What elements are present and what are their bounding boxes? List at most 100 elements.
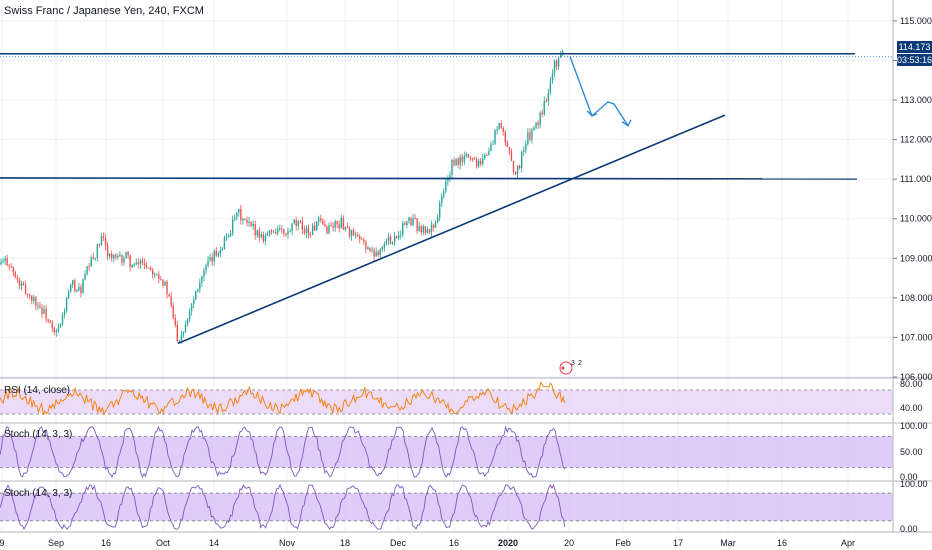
candle-up-body — [108, 253, 111, 257]
candle-up-body — [477, 160, 480, 167]
candle-down-body — [53, 328, 55, 333]
candle-down-body — [480, 160, 482, 165]
candle-up-body — [371, 250, 373, 252]
event-dot — [561, 366, 565, 370]
candle-up-body — [252, 223, 254, 227]
candle-up-body — [445, 181, 447, 192]
candle-up-body — [293, 219, 295, 224]
y-tick-label: 112.000 — [900, 135, 932, 145]
candle-down-body — [49, 320, 51, 323]
candle-down-body — [215, 250, 217, 256]
candle-down-body — [158, 274, 160, 279]
candle-down-body — [104, 237, 107, 246]
candle-up-body — [221, 248, 224, 251]
candle-down-body — [416, 218, 418, 232]
candle-up-body — [63, 310, 66, 315]
candle-down-body — [149, 267, 152, 270]
candle-up-body — [190, 303, 193, 312]
candle-down-body — [514, 171, 517, 175]
candle-down-body — [152, 269, 154, 275]
candle-down-body — [500, 123, 502, 128]
event-marker-icon — [559, 361, 573, 375]
pane-y-tick-label: 50.00 — [900, 447, 923, 457]
candle-up-body — [231, 219, 234, 234]
candle-down-body — [361, 238, 363, 240]
candle-down-body — [322, 220, 324, 225]
candle-up-body — [459, 157, 461, 165]
candle-down-body — [518, 165, 521, 169]
candle-up-body — [494, 130, 496, 144]
candle-down-body — [506, 142, 509, 148]
candle-down-body — [115, 255, 117, 258]
candle-up-body — [523, 150, 525, 152]
candle-up-body — [525, 144, 527, 151]
candle-down-body — [240, 208, 242, 221]
candle-down-body — [262, 234, 265, 242]
candle-up-body — [43, 308, 45, 314]
candle-down-body — [365, 242, 367, 250]
candle-up-body — [439, 202, 441, 218]
candle-up-body — [492, 143, 494, 145]
candle-up-body — [426, 229, 429, 233]
candle-up-body — [37, 305, 39, 307]
candle-up-body — [55, 330, 58, 333]
candle-down-body — [424, 226, 427, 233]
candle-up-body — [182, 332, 185, 336]
pane-band — [0, 493, 893, 521]
candle-up-body — [96, 244, 99, 259]
candle-up-body — [225, 236, 228, 238]
candle-up-body — [59, 324, 62, 328]
candle-down-body — [14, 272, 17, 278]
candle-up-body — [287, 231, 289, 235]
y-tick-label: 106.000 — [900, 372, 932, 382]
candle-up-body — [328, 225, 330, 234]
candle-up-body — [311, 225, 314, 235]
candle-down-body — [74, 280, 76, 292]
candle-down-body — [346, 226, 349, 228]
candle-up-body — [184, 324, 187, 333]
candle-down-body — [410, 217, 412, 226]
candle-down-body — [342, 217, 345, 230]
candle-up-body — [219, 250, 222, 254]
x-tick-label: 2020 — [498, 538, 518, 548]
oscillator-line — [0, 425, 566, 479]
candle-down-body — [307, 227, 310, 235]
candle-up-body — [318, 218, 320, 222]
candle-down-body — [309, 234, 312, 236]
candle-down-body — [92, 257, 94, 259]
candle-down-body — [176, 325, 178, 341]
candle-up-body — [70, 284, 72, 292]
candle-up-body — [441, 196, 443, 203]
candle-down-body — [174, 318, 176, 326]
candle-up-body — [562, 51, 564, 54]
candle-up-body — [422, 226, 424, 233]
x-tick-label: 16 — [101, 538, 111, 548]
candle-down-body — [45, 308, 47, 320]
candle-down-body — [166, 281, 168, 295]
candle-down-body — [377, 251, 379, 255]
candle-up-body — [455, 158, 457, 166]
candle-down-body — [254, 223, 256, 236]
candle-up-body — [340, 217, 342, 229]
y-tick-label: 108.000 — [900, 293, 932, 303]
candle-up-body — [154, 274, 156, 276]
candle-up-body — [447, 177, 449, 182]
projection-arrowhead — [621, 119, 632, 127]
candle-down-body — [330, 225, 332, 227]
candle-up-body — [531, 129, 533, 140]
x-tick-label: Mar — [720, 538, 736, 548]
candle-up-body — [4, 258, 6, 261]
candle-up-body — [549, 80, 552, 93]
candle-up-body — [482, 158, 484, 165]
candle-up-body — [350, 230, 353, 237]
candle-down-body — [35, 297, 37, 306]
candle-down-body — [461, 157, 463, 162]
candle-up-body — [57, 327, 60, 331]
candle-down-body — [389, 236, 392, 244]
candle-up-body — [527, 132, 529, 145]
candle-down-body — [299, 221, 301, 223]
